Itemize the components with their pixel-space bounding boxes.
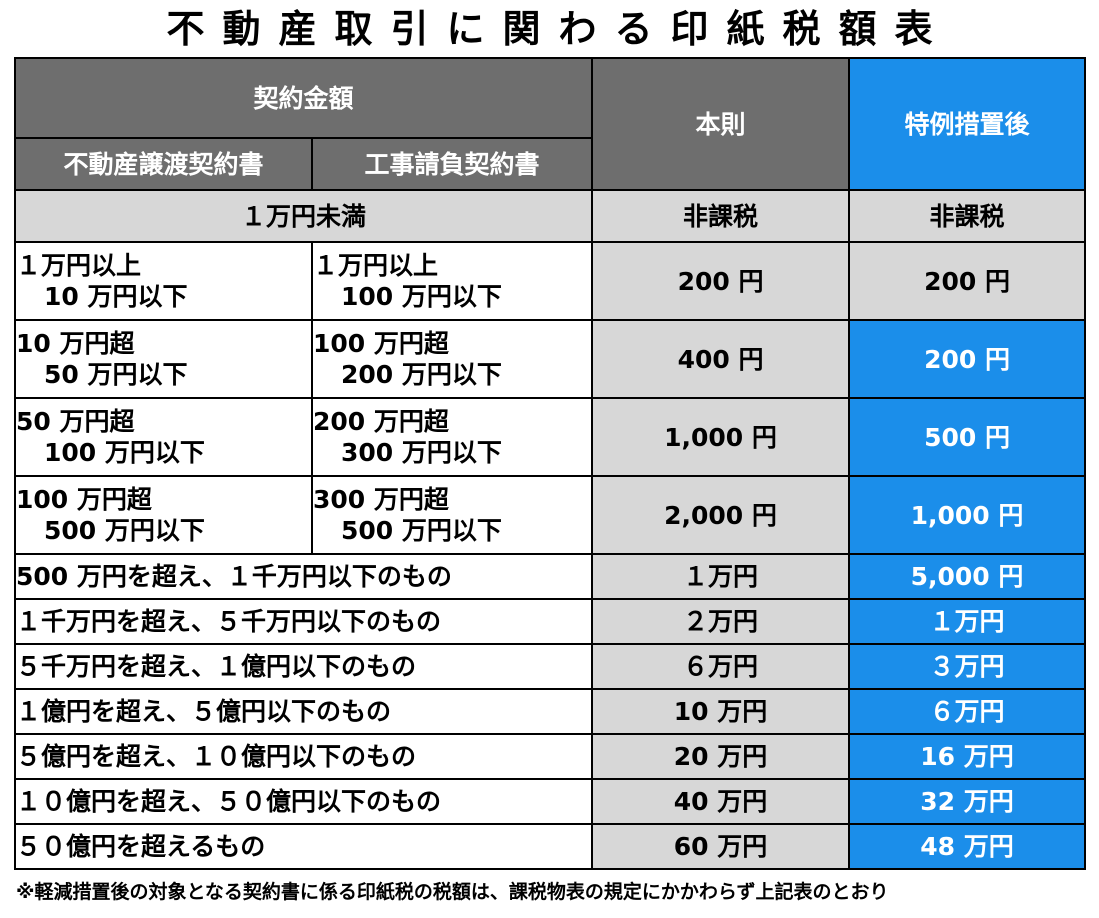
- amount-range: １０億円を超え、５０億円以下のもの: [13, 778, 594, 825]
- table-row: ５億円を超え、１０億円以下のもの 20 万円 16 万円: [13, 733, 1087, 780]
- range-lower: １万円以上: [313, 251, 439, 280]
- standard-tax: 非課税: [591, 189, 851, 243]
- special-tax: 16 万円: [848, 733, 1087, 780]
- table-row: １万円未満 非課税 非課税: [13, 189, 1087, 243]
- special-tax: 500 円: [848, 397, 1087, 477]
- special-tax: １万円: [848, 598, 1087, 645]
- standard-tax: ６万円: [591, 643, 851, 690]
- standard-tax: ２万円: [591, 598, 851, 645]
- construction-range: １万円以上 100 万円以下: [310, 241, 594, 321]
- special-tax: 32 万円: [848, 778, 1087, 825]
- special-tax: 200 円: [848, 319, 1087, 399]
- standard-tax: 40 万円: [591, 778, 851, 825]
- footnote: ※軽減措置後の対象となる契約書に係る印紙税の税額は、課税物表の規定にかかわらず上…: [16, 881, 889, 903]
- page-title: 不動産取引に関わる印紙税額表: [166, 7, 951, 51]
- table-row: ５千万円を超え、１億円以下のもの ６万円 ３万円: [13, 643, 1087, 690]
- range-upper: 500 万円以下: [44, 516, 205, 545]
- range-upper: 10 万円以下: [44, 282, 188, 311]
- special-tax: 5,000 円: [848, 553, 1087, 600]
- special-tax: 1,000 円: [848, 475, 1087, 555]
- table-row: １千万円を超え、５千万円以下のもの ２万円 １万円: [13, 598, 1087, 645]
- range-lower: 300 万円超: [313, 485, 449, 514]
- range-upper: 300 万円以下: [341, 438, 502, 467]
- standard-tax: 10 万円: [591, 688, 851, 735]
- real-estate-range: 50 万円超 100 万円以下: [14, 397, 313, 477]
- standard-tax: 400 円: [591, 319, 851, 399]
- special-tax: ６万円: [848, 688, 1087, 735]
- standard-tax: 2,000 円: [591, 475, 851, 555]
- standard-tax: 60 万円: [591, 823, 851, 870]
- real-estate-range: １万円以上 10 万円以下: [14, 241, 313, 321]
- standard-tax: 200 円: [591, 241, 851, 321]
- construction-range: 300 万円超 500 万円以下: [310, 475, 594, 555]
- table-row: １億円を超え、５億円以下のもの 10 万円 ６万円: [13, 688, 1087, 735]
- standard-tax: 20 万円: [591, 733, 851, 780]
- special-tax: ３万円: [848, 643, 1087, 690]
- amount-range: ５０億円を超えるもの: [13, 823, 594, 870]
- real-estate-range: 10 万円超 50 万円以下: [14, 319, 313, 399]
- table-row: １０億円を超え、５０億円以下のもの 40 万円 32 万円: [13, 778, 1087, 825]
- range-lower: 200 万円超: [313, 407, 449, 436]
- construction-range: 100 万円超 200 万円以下: [310, 319, 594, 399]
- standard-header: 本則: [591, 57, 851, 191]
- stamp-tax-table: 契約金額 本則 特例措置後 不動産譲渡契約書 工事請負契約書 １万円未満 非課税…: [13, 57, 1087, 870]
- table-row: 50 万円超 100 万円以下 200 万円超 300 万円以下 1,000 円…: [14, 397, 1087, 477]
- amount-under-10k: １万円未満: [13, 189, 594, 243]
- amount-range: １千万円を超え、５千万円以下のもの: [13, 598, 594, 645]
- table-row: ５０億円を超えるもの 60 万円 48 万円: [13, 823, 1087, 870]
- amount-range: ５千万円を超え、１億円以下のもの: [13, 643, 594, 690]
- range-lower: 100 万円超: [313, 329, 449, 358]
- range-upper: 200 万円以下: [341, 360, 502, 389]
- range-upper: 100 万円以下: [341, 282, 502, 311]
- amount-range: 500 万円を超え、１千万円以下のもの: [13, 553, 594, 600]
- special-tax: 200 円: [848, 241, 1087, 321]
- amount-range: ５億円を超え、１０億円以下のもの: [13, 733, 594, 780]
- table-row: 500 万円を超え、１千万円以下のもの １万円 5,000 円: [13, 553, 1087, 600]
- range-lower: １万円以上: [16, 251, 142, 280]
- range-upper: 50 万円以下: [44, 360, 188, 389]
- real-estate-transfer-header: 不動産譲渡契約書: [14, 137, 313, 191]
- range-upper: 100 万円以下: [44, 438, 205, 467]
- special-measure-header: 特例措置後: [848, 57, 1087, 191]
- special-tax: 非課税: [848, 189, 1087, 243]
- real-estate-range: 100 万円超 500 万円以下: [14, 475, 313, 555]
- table-row: 10 万円超 50 万円以下 100 万円超 200 万円以下 400 円 20…: [14, 319, 1087, 399]
- range-lower: 50 万円超: [16, 407, 135, 436]
- special-tax: 48 万円: [848, 823, 1087, 870]
- construction-contract-header: 工事請負契約書: [310, 137, 594, 191]
- construction-range: 200 万円超 300 万円以下: [310, 397, 594, 477]
- standard-tax: １万円: [591, 553, 851, 600]
- table-row: 100 万円超 500 万円以下 300 万円超 500 万円以下 2,000 …: [14, 475, 1087, 555]
- contract-amount-header: 契約金額: [13, 57, 594, 139]
- standard-tax: 1,000 円: [591, 397, 851, 477]
- range-lower: 100 万円超: [16, 485, 152, 514]
- table-row: １万円以上 10 万円以下 １万円以上 100 万円以下 200 円 200 円: [14, 241, 1087, 321]
- range-upper: 500 万円以下: [341, 516, 502, 545]
- range-lower: 10 万円超: [16, 329, 135, 358]
- amount-range: １億円を超え、５億円以下のもの: [13, 688, 594, 735]
